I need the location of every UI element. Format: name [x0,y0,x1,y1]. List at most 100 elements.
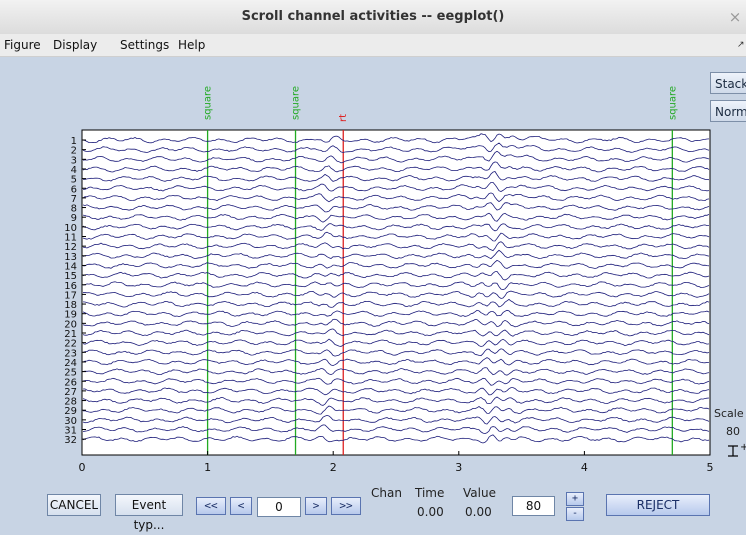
channel-trace [82,241,710,252]
channel-label: 25 [64,368,77,379]
channel-trace [82,133,710,144]
prev-page-button[interactable]: << [196,497,226,515]
next-button[interactable]: > [305,497,327,515]
event-label: rt [338,114,349,122]
channel-label: 28 [64,397,77,408]
stack-button[interactable]: Stack [710,72,746,94]
channel-trace [82,377,710,386]
channel-label: 21 [64,329,77,340]
channel-trace [82,142,710,153]
channel-trace [82,290,710,299]
time-input[interactable] [257,497,301,517]
channel-trace [82,150,710,164]
channel-label: 16 [64,281,77,292]
event-label: square [291,86,302,120]
channel-trace [83,182,710,192]
value-readout: 0.00 [465,505,492,519]
channel-trace [82,281,710,291]
event-type-button[interactable]: Event typ... [115,494,183,532]
channel-trace [82,367,710,376]
x-tick-label: 5 [707,461,714,474]
x-tick-label: 3 [455,461,462,474]
channel-label: 14 [64,261,77,272]
channel-trace [82,231,710,242]
channel-label: 18 [64,300,77,311]
channel-trace [82,270,710,281]
channel-trace [82,223,710,232]
scale-decrease-button[interactable]: - [566,507,584,521]
channel-trace [82,249,710,260]
scale-label: Scale [714,407,744,420]
menu-bar: Figure Display Settings Help ↗ [0,34,746,57]
window-title: Scroll channel activities -- eegplot() [241,9,505,24]
channel-trace [82,357,710,367]
scale-input[interactable] [512,496,555,516]
x-tick-label: 0 [79,461,86,474]
channel-trace [82,424,710,435]
close-icon[interactable]: × [728,8,742,26]
channel-label: 24 [64,358,77,369]
next-page-button[interactable]: >> [331,497,361,515]
channel-trace [82,338,710,347]
norm-button[interactable]: Norm [710,100,746,122]
channel-trace [83,171,710,182]
channel-label: 6 [71,184,77,195]
channel-trace [82,414,710,425]
channel-label: 20 [64,319,77,330]
channel-label: 31 [64,426,77,437]
dock-arrow-icon[interactable]: ↗ [737,40,745,50]
eeg-plot[interactable]: square square rt square 1234567891011121314… [0,0,746,524]
channel-trace [82,298,710,308]
cancel-button[interactable]: CANCEL [47,494,101,516]
menu-help[interactable]: Help [178,38,206,52]
channel-label: 27 [64,387,77,398]
menu-figure[interactable]: Figure [4,38,41,52]
x-tick-label: 2 [330,461,337,474]
channel-label: 15 [64,271,77,282]
channel-trace [82,434,710,444]
channel-label: 12 [64,242,77,253]
x-tick-label: 4 [581,461,588,474]
channel-label: 2 [71,146,77,157]
channel-label: 29 [64,406,77,417]
channel-trace [82,396,710,406]
menu-display[interactable]: Display [53,38,98,52]
channel-label: 1 [71,136,77,147]
channel-trace [82,309,710,318]
channel-label: 10 [64,223,77,234]
chan-label: Chan [371,486,402,500]
reject-button[interactable]: REJECT [606,494,710,516]
channel-trace [82,202,710,213]
channel-label: 7 [71,194,77,205]
prev-button[interactable]: < [230,497,252,515]
event-label: square [203,86,214,120]
channel-trace [83,259,710,269]
value-label: Value [463,486,496,500]
x-tick-label: 1 [204,461,211,474]
channel-label: 8 [71,204,77,215]
channel-label: 9 [71,213,77,224]
channel-trace [82,192,710,203]
channel-label: 32 [64,435,77,446]
channel-trace [82,212,710,223]
channel-trace [82,328,710,337]
channel-label: 3 [71,155,77,166]
channel-label: 26 [64,377,77,388]
channel-trace [82,318,710,328]
time-label: Time [415,486,445,500]
time-readout: 0.00 [417,505,444,519]
channel-label: 4 [71,165,77,176]
event-label: square [667,86,678,120]
scale-value: 80 [726,425,740,438]
channel-label: 22 [64,339,77,350]
plot-area[interactable] [81,129,711,456]
menu-settings[interactable]: Settings [120,38,170,52]
channel-label: 17 [64,290,77,301]
channel-trace [83,405,710,415]
scale-increase-button[interactable]: + [566,492,584,506]
channel-label: 5 [71,175,77,186]
channel-label: 11 [64,233,77,244]
channel-trace [82,387,710,396]
scale-marker: + [740,442,746,453]
channel-label: 30 [64,416,77,427]
